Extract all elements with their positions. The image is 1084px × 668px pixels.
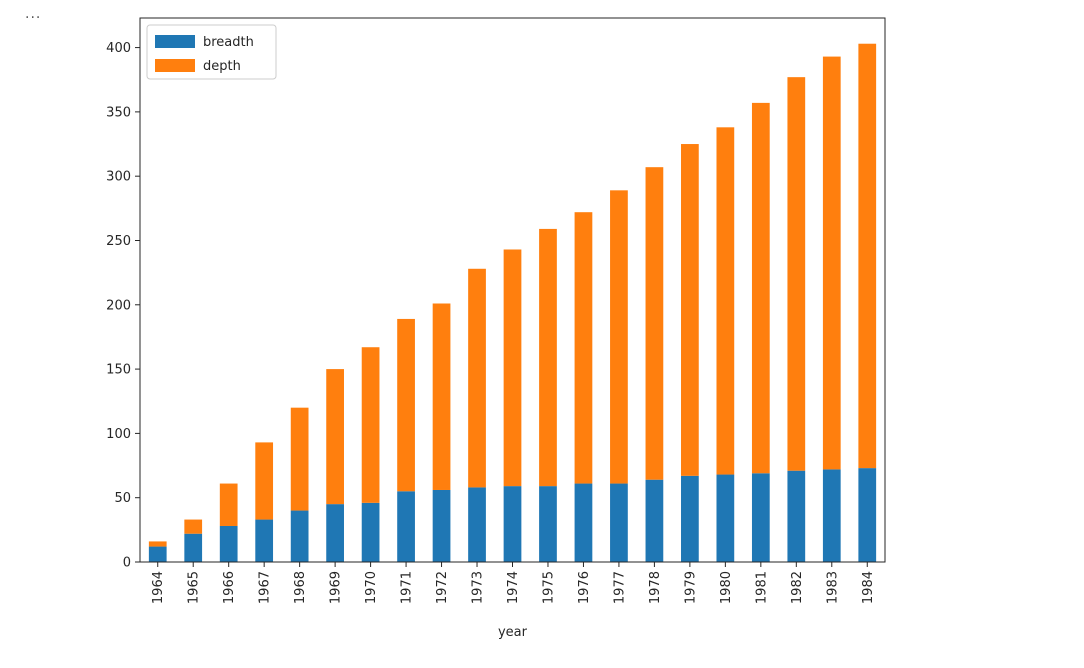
bar-depth-1979 [681,144,699,476]
x-tick-label: 1984 [861,571,876,604]
bar-breadth-1976 [574,483,593,562]
bar-depth-1967 [255,442,274,520]
x-axis: 1964 1965 1966 1967 1968 1969 1970 1971 1972 1973… [151,562,876,604]
bar-depth-1966 [219,483,238,526]
y-tick-label: 150 [106,363,131,378]
x-tick-label: 1976 [577,571,592,604]
bar-breadth-1977 [610,483,628,562]
y-tick-label: 350 [106,105,131,120]
bar-depth-1976 [574,212,593,484]
y-tick-label: 400 [106,41,131,56]
bar-depth-1970 [361,347,380,503]
x-tick-label: 1979 [683,571,698,604]
y-tick-label: 250 [106,234,131,249]
bar-depth-1965 [184,519,203,534]
bar-breadth-1964 [148,546,167,562]
bar-breadth-1967 [255,519,274,562]
bar-breadth-1972 [432,489,451,562]
x-tick-label: 1980 [719,571,734,604]
bars-group [148,43,877,562]
y-axis: 0 50 100 150 200 250 300 350 400 [106,41,140,571]
bar-depth-1969 [326,369,344,505]
x-tick-label: 1972 [435,571,450,604]
legend-label-depth: depth [203,59,241,74]
x-tick-label: 1969 [329,571,344,604]
bar-depth-1981 [751,102,770,474]
bar-depth-1982 [787,77,806,471]
bar-breadth-1970 [361,502,380,562]
x-tick-label: 1983 [825,571,840,604]
x-tick-label: 1965 [187,571,202,604]
bar-breadth-1978 [645,479,664,562]
x-tick-label: 1975 [541,571,556,604]
x-tick-label: 1977 [612,571,627,604]
legend: breadth depth [146,24,277,80]
bar-depth-1972 [432,303,451,490]
cell-output-ellipsis[interactable]: ... [25,6,42,22]
bar-depth-1977 [610,190,628,484]
x-tick-label: 1974 [506,571,521,604]
bar-breadth-1971 [397,491,415,562]
y-tick-label: 200 [106,298,131,313]
bar-depth-1980 [716,127,735,475]
bar-depth-1971 [397,318,415,492]
bar-depth-1964 [148,541,167,547]
bar-breadth-1975 [539,486,557,562]
bar-depth-1978 [645,167,664,480]
x-tick-label: 1968 [293,571,308,604]
bar-breadth-1983 [822,469,841,562]
bar-breadth-1980 [716,474,735,562]
x-tick-label: 1978 [648,571,663,604]
x-tick-label: 1982 [790,571,805,604]
legend-label-breadth: breadth [203,35,254,50]
x-tick-label: 1971 [400,571,415,604]
bar-depth-1984 [858,43,877,469]
bar-breadth-1979 [681,475,699,562]
x-tick-label: 1966 [222,571,237,604]
x-tick-label: 1964 [151,571,166,604]
bar-depth-1975 [539,228,557,487]
y-tick-label: 100 [106,427,131,442]
legend-swatch-breadth [155,35,195,48]
bar-depth-1983 [822,56,841,470]
y-tick-label: 0 [123,556,131,571]
bar-depth-1974 [503,249,522,487]
bar-breadth-1968 [290,510,309,562]
x-tick-label: 1967 [258,571,273,604]
x-tick-label: 1970 [364,571,379,604]
bar-breadth-1981 [751,473,770,562]
y-tick-label: 300 [106,170,131,185]
bar-breadth-1974 [503,486,522,562]
bar-depth-1968 [290,407,309,511]
y-tick-label: 50 [114,491,131,506]
legend-swatch-depth [155,59,195,72]
bar-breadth-1973 [468,487,486,562]
bar-breadth-1966 [219,525,238,562]
x-tick-label: 1981 [754,571,769,604]
bar-breadth-1965 [184,533,203,562]
x-tick-label: 1973 [471,571,486,604]
bar-breadth-1969 [326,504,344,562]
x-axis-label: year [498,625,528,640]
bar-breadth-1984 [858,468,877,562]
bar-depth-1973 [468,268,486,488]
bar-breadth-1982 [787,470,806,562]
plot-frame [139,17,886,563]
